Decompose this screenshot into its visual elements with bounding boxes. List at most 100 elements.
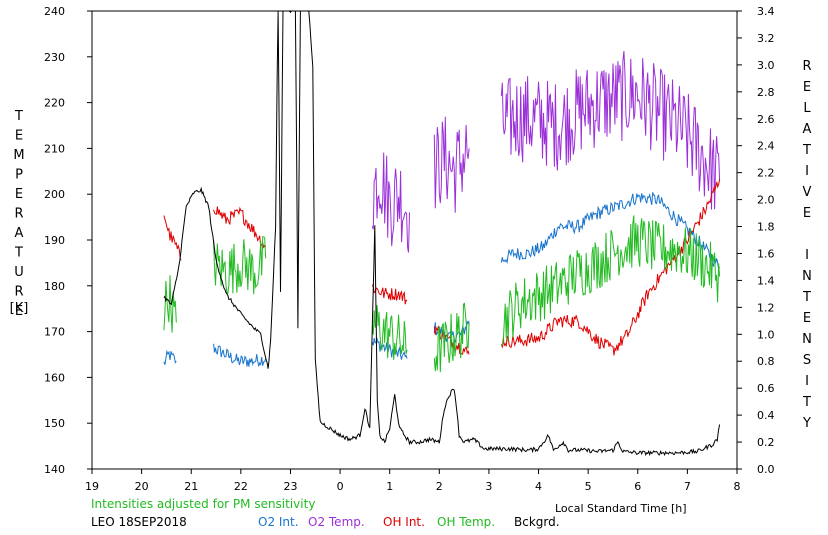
legend: O2 Int. O2 Temp. OH Int. OH Temp. Bckgrd. <box>258 515 560 529</box>
legend-entry: O2 Temp. <box>308 515 365 529</box>
y-right-tick-label: 3.4 <box>757 5 775 18</box>
y-right-tick-label: 1.0 <box>757 328 775 341</box>
y-right-letter: T <box>802 143 811 158</box>
legend-entry: OH Int. <box>383 515 425 529</box>
y-right-letter: E <box>803 206 811 221</box>
y-left-letter: T <box>14 109 23 124</box>
y-left-tick-label: 150 <box>44 417 65 430</box>
y-right-letter: Y <box>802 416 811 431</box>
series-line-oh-temp <box>213 236 267 295</box>
y-right-letter: E <box>803 80 811 95</box>
legend-entry: Bckgrd. <box>514 515 560 529</box>
y-left-letter: E <box>15 187 23 202</box>
x-tick-label: 6 <box>634 480 641 493</box>
series-line-oh-temp <box>433 302 470 373</box>
station-date-label: LEO 18SEP2018 <box>91 515 187 529</box>
x-tick-label: 2 <box>436 480 443 493</box>
y-left-letter: E <box>15 304 23 319</box>
y-right-letter: I <box>805 164 809 179</box>
y-left-tick-label: 240 <box>44 5 65 18</box>
y-right-letter: I <box>805 248 809 263</box>
x-axis-label: Local Standard Time [h] <box>555 502 687 515</box>
y-left-letter: E <box>15 129 23 144</box>
y-right-letter: A <box>803 122 812 137</box>
y-right-letter: N <box>802 332 812 347</box>
series-group <box>163 10 721 457</box>
y-right-letter: V <box>803 185 812 200</box>
y-left-tick-label: 190 <box>44 234 65 247</box>
y-left-tick-label: 200 <box>44 188 65 201</box>
y-right-letter: T <box>802 395 811 410</box>
series-line-oh-int <box>213 206 267 249</box>
y-right-tick-label: 0.6 <box>757 382 775 395</box>
legend-entry: OH Temp. <box>437 515 495 529</box>
y-right-tick-label: 1.2 <box>757 301 775 314</box>
x-tick-label: 22 <box>234 480 248 493</box>
series-line-o2-temp <box>500 50 721 210</box>
y-right-tick-label: 0.0 <box>757 463 775 476</box>
y-left-tick-label: 180 <box>44 280 65 293</box>
y-right-tick-label: 1.4 <box>757 274 775 287</box>
y-left-tick-label: 230 <box>44 51 65 64</box>
pm-sensitivity-note: Intensities adjusted for PM sensitivity <box>91 497 315 511</box>
y-right-tick-label: 3.0 <box>757 59 775 72</box>
x-tick-label: 5 <box>585 480 592 493</box>
y-right-letter: R <box>802 59 811 74</box>
y-left-unit: [K] <box>10 301 29 316</box>
y-left-letter: P <box>15 168 23 183</box>
x-tick-label: 3 <box>485 480 492 493</box>
y-left-tick-label: 160 <box>44 371 65 384</box>
series-line-oh-temp <box>500 215 721 347</box>
y-left-letter: T <box>14 246 23 261</box>
y-left-letter: U <box>14 265 24 280</box>
y-right-tick-label: 1.8 <box>757 221 775 234</box>
series-line-o2-temp <box>371 152 410 253</box>
y-right-letter: S <box>803 353 811 368</box>
series-line-o2-temp <box>433 116 470 213</box>
y-right-letter: E <box>803 311 811 326</box>
x-tick-label: 20 <box>135 480 149 493</box>
y-left-letter: R <box>14 285 23 300</box>
series-line-o2-int <box>371 336 408 360</box>
x-tick-label: 4 <box>535 480 542 493</box>
series-line-o2-int <box>163 349 177 365</box>
tick-group: 19 20 21 22 23 0 1 2 3 4 5 6 7 8140150160170180190200… <box>44 5 775 493</box>
y-right-tick-label: 2.6 <box>757 113 775 126</box>
legend-entry: O2 Int. <box>258 515 299 529</box>
y-right-tick-label: 0.2 <box>757 436 775 449</box>
series-line-oh-int <box>500 179 721 356</box>
x-tick-label: 21 <box>184 480 198 493</box>
y-left-tick-label: 220 <box>44 97 65 110</box>
y-right-letter: I <box>805 374 809 389</box>
y-right-tick-label: 2.8 <box>757 86 775 99</box>
x-tick-label: 1 <box>386 480 393 493</box>
y-right-letter: L <box>803 101 811 116</box>
y-right-letter: N <box>802 269 812 284</box>
series-line-oh-int <box>371 284 408 305</box>
y-right-tick-label: 3.2 <box>757 32 775 45</box>
series-line-oh-int <box>163 215 182 261</box>
series-line-oh-temp <box>371 305 408 360</box>
y-left-tick-label: 140 <box>44 463 65 476</box>
y-left-letter: R <box>14 207 23 222</box>
y-right-tick-label: 0.4 <box>757 409 775 422</box>
y-right-tick-label: 1.6 <box>757 247 775 260</box>
x-tick-label: 19 <box>85 480 99 493</box>
y-right-tick-label: 2.2 <box>757 167 775 180</box>
y-left-tick-label: 210 <box>44 142 65 155</box>
y-left-letter: M <box>13 148 24 163</box>
y-right-tick-label: 2.0 <box>757 194 775 207</box>
series-line-bckgrd <box>163 10 721 457</box>
y-left-tick-label: 170 <box>44 326 65 339</box>
y-right-tick-label: 2.4 <box>757 140 775 153</box>
x-tick-label: 0 <box>337 480 344 493</box>
x-tick-label: 8 <box>734 480 741 493</box>
series-line-o2-int <box>213 343 267 367</box>
series-line-o2-int <box>500 192 721 271</box>
series-line-oh-temp <box>163 275 177 333</box>
y-right-letter: T <box>802 290 811 305</box>
y-right-tick-label: 0.8 <box>757 355 775 368</box>
